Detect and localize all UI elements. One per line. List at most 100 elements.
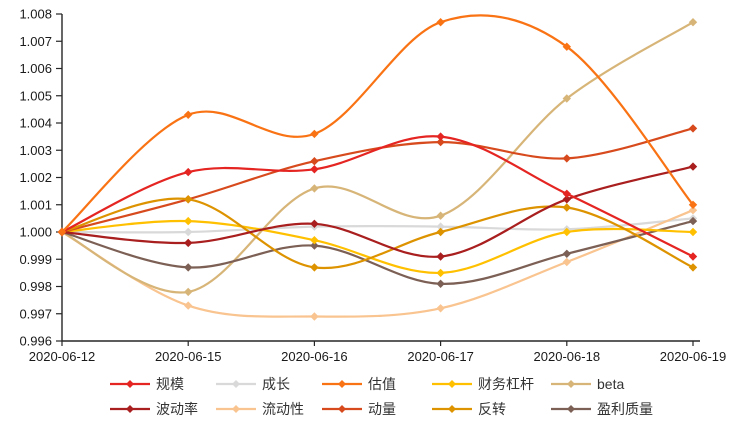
legend-marker-icon [551, 380, 591, 388]
series-4-data-point [436, 211, 445, 220]
y-tick-label: 0.999 [19, 252, 52, 267]
legend-marker-icon [216, 405, 256, 413]
series-8-data-point [436, 227, 445, 237]
legend-item-3: 财务杠杆 [432, 374, 534, 394]
series-3-data-point [688, 227, 698, 237]
series-line-6 [60, 209, 695, 318]
series-7-data-point [688, 124, 698, 133]
legend-item-5: 波动率 [110, 399, 198, 419]
series-5-data-point [436, 252, 445, 261]
legend-item-9: 盈利质量 [551, 399, 653, 419]
legend-marker-icon [432, 405, 472, 413]
series-8-data-point [184, 195, 193, 204]
legend-label: 动量 [368, 401, 396, 417]
series-2-data-point [57, 227, 67, 237]
series-0-data-point [184, 167, 193, 177]
x-tick-label: 2020-06-18 [534, 349, 601, 364]
series-2-data-point [688, 200, 698, 209]
series-3-data-point [184, 216, 193, 226]
series-7-data-point [436, 137, 445, 147]
series-2-data-point [436, 18, 445, 27]
series-2-data-point [184, 110, 193, 119]
y-tick-label: 1.007 [19, 34, 52, 49]
series-7-data-point [562, 154, 571, 163]
legend-marker-icon [110, 380, 150, 388]
series-3-data-point [310, 236, 319, 245]
series-2-data-point [310, 129, 319, 139]
series-4-data-point [310, 184, 319, 193]
y-tick-label: 1.008 [19, 7, 52, 22]
y-tick-label: 1.001 [19, 197, 52, 212]
series-6-data-point [562, 257, 571, 267]
series-9-data-point [184, 263, 193, 272]
series-0-data-point [688, 252, 698, 261]
legend-label: 流动性 [262, 401, 304, 417]
legend-label: 波动率 [156, 401, 198, 417]
series-9-data-point [436, 279, 445, 288]
series-2-data-point [562, 42, 571, 51]
plot-area: 0.996 0.997 0.998 0.999 1.000 1.001 1.002 1.003… [19, 7, 727, 364]
legend-marker-icon [322, 405, 362, 413]
series-0-data-point [436, 132, 445, 141]
legend-item-7: 动量 [322, 399, 396, 419]
series-line-9 [60, 220, 695, 285]
series-6-data-point [688, 206, 698, 215]
legend-label: 估值 [368, 376, 396, 392]
legend-item-2: 估值 [322, 374, 396, 394]
legend-marker-icon [322, 380, 362, 388]
series-6-data-point [310, 312, 319, 321]
series-4-data-point [184, 287, 193, 297]
series-1-data-point [184, 227, 193, 237]
legend-label: 盈利质量 [597, 401, 653, 417]
legend-marker-icon [432, 380, 472, 388]
series-5-data-point [310, 219, 319, 228]
series-6-data-point [436, 304, 445, 313]
x-tick-label: 2020-06-15 [155, 349, 222, 364]
y-tick-label: 0.996 [19, 334, 52, 349]
series-8-data-point [688, 263, 698, 272]
y-tick-label: 1.006 [19, 61, 52, 76]
legend-marker-icon [216, 380, 256, 388]
series-0-data-point [310, 165, 319, 174]
x-tick-label: 2020-06-12 [29, 349, 96, 364]
y-tick-label: 1.002 [19, 170, 52, 185]
series-8-data-point [310, 263, 319, 272]
series-8-data-point [562, 203, 571, 212]
series-1-data-point [436, 222, 445, 231]
legend-item-8: 反转 [432, 399, 506, 419]
legend-label: beta [597, 376, 625, 392]
series-9-data-point [562, 249, 571, 258]
legend-item-4: beta [551, 374, 624, 394]
series-line-8 [60, 197, 695, 270]
legend-item-0: 规模 [110, 374, 184, 394]
y-tick-label: 1.000 [19, 225, 52, 240]
series-3-data-point [436, 268, 445, 278]
legend-marker-icon [110, 405, 150, 413]
series-9-data-point [688, 216, 698, 226]
legend-label: 规模 [156, 376, 184, 392]
series-7-data-point [310, 157, 319, 166]
legend-label: 财务杠杆 [478, 376, 534, 392]
y-tick-label: 1.005 [19, 88, 52, 103]
series-line-5 [60, 165, 695, 258]
series-9-data-point [310, 241, 319, 250]
series-5-data-point [688, 162, 698, 171]
series-4-data-point [688, 18, 698, 27]
legend-marker-icon [551, 405, 591, 413]
series-0-data-point [562, 189, 571, 198]
legend-label: 成长 [262, 376, 290, 392]
series-line-4 [60, 21, 695, 294]
y-tick-label: 0.998 [19, 279, 52, 294]
x-tick-label: 2020-06-19 [660, 349, 727, 364]
series-5-data-point [562, 195, 571, 204]
series-5-data-point [184, 238, 193, 248]
series-6-data-point [184, 301, 193, 310]
series-line-2 [60, 14, 695, 234]
x-tick-label: 2020-06-16 [281, 349, 348, 364]
y-tick-label: 0.997 [19, 306, 52, 321]
x-tick-label: 2020-06-17 [407, 349, 474, 364]
series-line-3 [60, 219, 695, 275]
series-line-1 [60, 217, 695, 234]
y-tick-label: 1.003 [19, 143, 52, 158]
